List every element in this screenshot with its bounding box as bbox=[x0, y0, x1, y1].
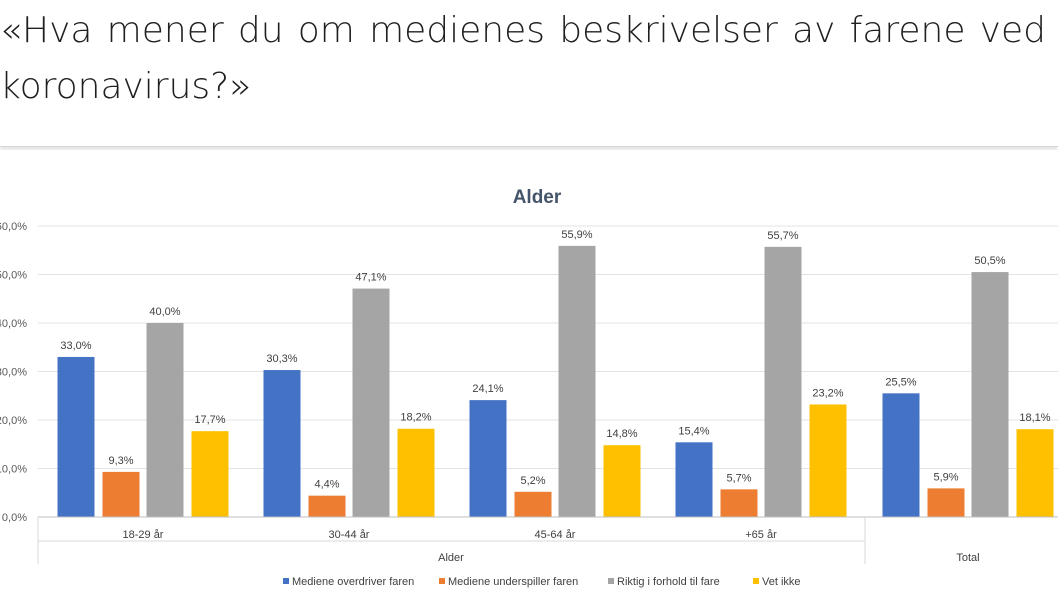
legend-swatch bbox=[608, 578, 614, 584]
legend-label: Riktig i forhold til fare bbox=[617, 576, 720, 588]
y-tick-label: 30,0% bbox=[0, 367, 27, 379]
bar bbox=[764, 246, 802, 517]
bar bbox=[514, 491, 552, 517]
data-label: 18,1% bbox=[1019, 412, 1050, 424]
question-text-line-1: «Hva mener du om medienes beskrivelser a… bbox=[0, 10, 1046, 51]
bar bbox=[469, 400, 507, 517]
data-label: 17,7% bbox=[194, 414, 225, 426]
data-label: 47,1% bbox=[355, 272, 386, 284]
bar bbox=[352, 288, 390, 517]
bar bbox=[809, 404, 847, 517]
bar bbox=[308, 495, 346, 517]
bar bbox=[603, 445, 641, 517]
data-label: 24,1% bbox=[472, 383, 503, 395]
legend-swatch bbox=[753, 578, 759, 584]
data-label: 25,5% bbox=[885, 376, 916, 388]
data-label: 23,2% bbox=[812, 387, 843, 399]
bar bbox=[675, 442, 713, 517]
y-tick-label: 10,0% bbox=[0, 464, 27, 476]
y-tick-label: 50,0% bbox=[0, 270, 27, 282]
chart-title: Alder bbox=[513, 187, 562, 208]
data-label: 5,2% bbox=[520, 475, 545, 487]
bar bbox=[191, 431, 229, 517]
bar bbox=[57, 356, 95, 517]
x-group-label: Alder bbox=[438, 552, 464, 564]
y-tick-label: 0,0% bbox=[2, 512, 27, 524]
bar bbox=[102, 471, 140, 517]
y-tick-label: 20,0% bbox=[0, 415, 27, 427]
data-label: 33,0% bbox=[60, 340, 91, 352]
legend-label: Mediene overdriver faren bbox=[292, 576, 414, 588]
data-label: 55,9% bbox=[561, 229, 592, 241]
data-label: 4,4% bbox=[314, 479, 339, 491]
data-label: 40,0% bbox=[149, 306, 180, 318]
question-header: «Hva mener du om medienes beskrivelser a… bbox=[0, 0, 1058, 147]
data-label: 50,5% bbox=[974, 255, 1005, 267]
data-label: 9,3% bbox=[108, 455, 133, 467]
bar bbox=[146, 323, 184, 517]
bar bbox=[720, 489, 758, 517]
legend-label: Vet ikke bbox=[762, 576, 801, 588]
bar bbox=[558, 245, 596, 517]
y-tick-label: 40,0% bbox=[0, 318, 27, 330]
x-tick-label: 30-44 år bbox=[329, 529, 370, 541]
data-label: 5,9% bbox=[933, 471, 958, 483]
legend-swatch bbox=[283, 578, 289, 584]
data-label: 15,4% bbox=[678, 425, 709, 437]
chart-area: Alder 0,0% 10,0% 20,0% 30,0% 40,0% 50,0% 60,0% 3… bbox=[0, 150, 1058, 604]
x-tick-label: Total bbox=[956, 552, 979, 564]
data-label: 5,7% bbox=[726, 472, 751, 484]
bar bbox=[1016, 429, 1054, 517]
data-label: 14,8% bbox=[606, 428, 637, 440]
bar bbox=[927, 488, 965, 517]
x-tick-label: 45-64 år bbox=[535, 529, 576, 541]
legend-label: Mediene underspiller faren bbox=[448, 576, 578, 588]
x-tick-label: +65 år bbox=[745, 529, 777, 541]
bar bbox=[882, 393, 920, 517]
legend-swatch bbox=[439, 578, 445, 584]
data-label: 18,2% bbox=[400, 412, 431, 424]
data-label: 55,7% bbox=[767, 230, 798, 242]
question-text-line-2: koronavirus?» bbox=[0, 66, 252, 107]
bar bbox=[263, 370, 301, 517]
bar-chart: Alder 0,0% 10,0% 20,0% 30,0% 40,0% 50,0% 60,0% 3… bbox=[0, 187, 1058, 588]
bar bbox=[971, 272, 1009, 517]
x-tick-label: 18-29 år bbox=[123, 529, 164, 541]
data-label: 30,3% bbox=[266, 353, 297, 365]
y-tick-label: 60,0% bbox=[0, 221, 27, 233]
bar bbox=[397, 428, 435, 517]
